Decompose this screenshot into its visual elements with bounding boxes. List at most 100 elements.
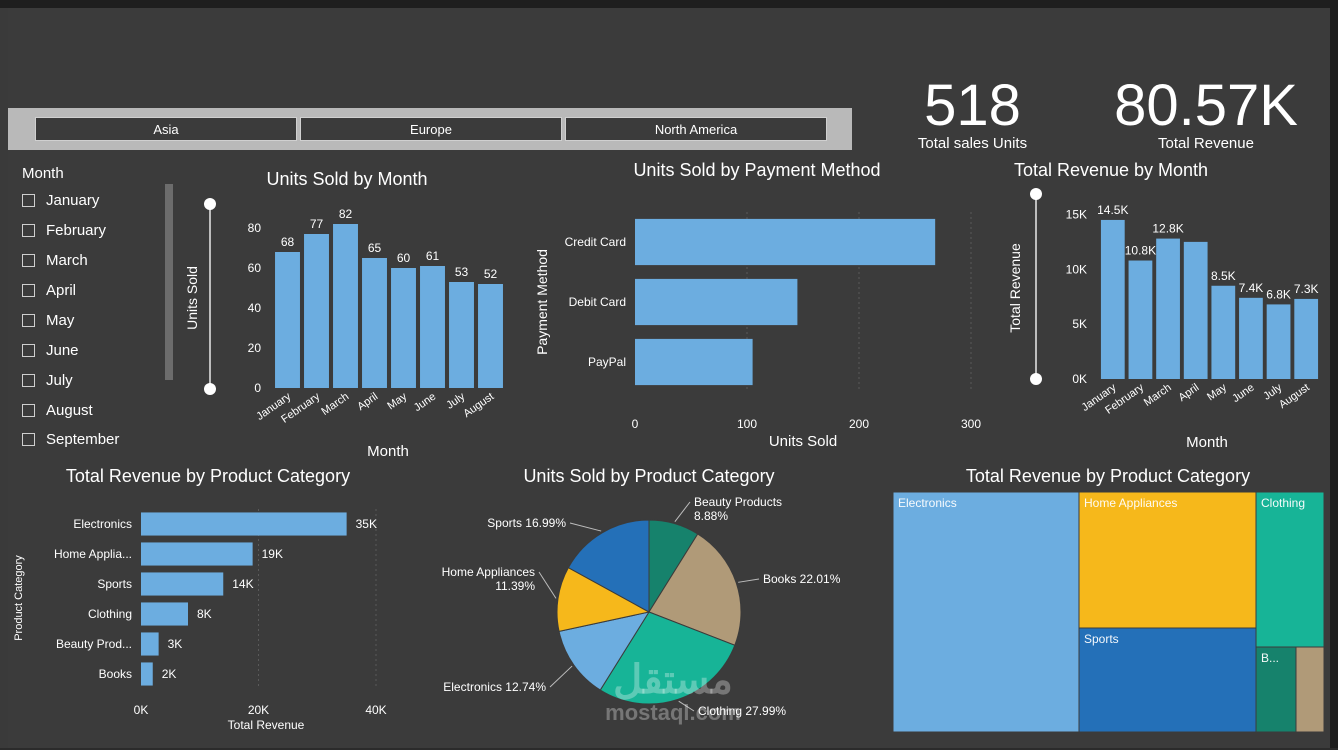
y-tick-label: 5K <box>1072 317 1087 331</box>
month-option-june[interactable]: June <box>22 339 79 361</box>
y-tick-label: Beauty Prod... <box>56 637 132 651</box>
month-option-september[interactable]: September <box>22 428 119 450</box>
leader-line <box>738 578 760 583</box>
units-by-payment-visual: Units Sold by Payment Method 0 100 200 300 Cr… <box>525 152 995 457</box>
treemap-tile <box>1078 491 1257 629</box>
data-label: 61 <box>426 249 440 263</box>
region-option-europe[interactable]: Europe <box>300 117 562 141</box>
bar <box>1211 285 1236 379</box>
data-label: 6.8K <box>1266 287 1291 301</box>
pie-slice <box>599 611 736 705</box>
bar <box>141 512 347 536</box>
bar <box>304 234 329 388</box>
slice-label: Clothing 27.99% <box>698 704 786 718</box>
kpi-units-label: Total sales Units <box>917 135 1028 152</box>
slice-percent: 11.39% <box>495 579 535 593</box>
range-slider-handle[interactable] <box>204 198 216 210</box>
tile-label: B... <box>1261 651 1279 665</box>
month-option-label: March <box>46 251 88 269</box>
y-tick-label: Credit Card <box>565 235 626 249</box>
bar <box>362 258 387 388</box>
month-option-july[interactable]: July <box>22 369 73 391</box>
x-tick-label: 200 <box>849 417 869 431</box>
month-slicer: Month January February March April May J… <box>0 160 170 455</box>
month-option-january[interactable]: January <box>22 189 99 211</box>
bar <box>449 282 474 388</box>
data-label: 35K <box>356 517 377 531</box>
y-axis-title: Payment Method <box>534 249 550 355</box>
pie-slice <box>648 533 742 646</box>
range-slider-handle[interactable] <box>1030 373 1042 385</box>
x-tick-label: 20K <box>248 703 269 717</box>
x-tick-label: 300 <box>961 417 981 431</box>
bar <box>1128 260 1153 379</box>
month-slicer-title: Month <box>22 165 64 182</box>
data-label: 7.3K <box>1294 282 1319 296</box>
data-label: 14.5K <box>1097 203 1128 217</box>
month-option-label: July <box>46 371 73 389</box>
range-slider-handle[interactable] <box>204 383 216 395</box>
checkbox-icon <box>22 193 35 207</box>
month-slicer-scrollbar[interactable] <box>165 184 173 380</box>
data-label: 12.8K <box>1152 222 1183 236</box>
month-option-may[interactable]: May <box>22 309 74 331</box>
bar <box>1294 298 1319 379</box>
watermark-latin: mostaql.com <box>605 700 741 725</box>
y-axis-title: Product Category <box>13 555 25 641</box>
slice-label: Electronics 12.74% <box>443 680 546 694</box>
checkbox-icon <box>22 253 35 267</box>
bar <box>635 218 936 266</box>
y-tick-label: 40 <box>248 301 262 315</box>
region-option-asia[interactable]: Asia <box>35 117 297 141</box>
y-axis-title: Units Sold <box>184 266 200 330</box>
kpi-units-card: 518 Total sales Units <box>895 72 1050 152</box>
kpi-revenue-label: Total Revenue <box>1158 135 1254 152</box>
data-label: 65 <box>368 241 382 255</box>
y-tick-label: PayPal <box>588 355 626 369</box>
y-tick-label: Sports <box>97 577 132 591</box>
x-tick-label: 40K <box>365 703 386 717</box>
x-tick-label: 0K <box>134 703 149 717</box>
chart-title: Total Revenue by Product Category <box>966 466 1250 486</box>
units-by-category-pie-chart: Units Sold by Product Category Beauty Pro… <box>442 466 841 718</box>
month-option-august[interactable]: August <box>22 399 93 421</box>
revenue-by-month-visual: Total Revenue by Month 0K 5K 10K 15K 14.5K Jan… <box>995 152 1325 457</box>
y-tick-label: Debit Card <box>569 295 626 309</box>
month-option-april[interactable]: April <box>22 279 76 301</box>
bar <box>635 338 753 386</box>
tile-label: Electronics <box>898 496 957 510</box>
chart-title: Total Revenue by Month <box>1014 160 1208 180</box>
left-edge <box>0 8 8 748</box>
bar <box>478 284 503 388</box>
kpi-revenue-card: 80.57K Total Revenue <box>1095 72 1317 152</box>
x-axis-title: Month <box>1186 434 1228 451</box>
bar <box>1156 238 1180 379</box>
data-label: 68 <box>281 235 295 249</box>
data-label: 8K <box>197 607 212 621</box>
bar <box>391 268 416 388</box>
slice-percent: 8.88% <box>694 509 728 523</box>
x-tick-label: March <box>319 391 351 418</box>
units-by-category-pie-visual: Units Sold by Product Category Beauty Pro… <box>430 460 880 745</box>
kpi-revenue-value: 80.57K <box>1114 73 1298 138</box>
bar <box>141 662 153 686</box>
slice-label: Sports 16.99% <box>487 516 566 530</box>
checkbox-icon <box>22 432 35 446</box>
bar <box>1239 297 1263 379</box>
tile-label: Sports <box>1084 632 1119 646</box>
chart-title: Units Sold by Month <box>266 169 427 189</box>
y-tick-label: Electronics <box>73 517 132 531</box>
data-label: 19K <box>262 547 283 561</box>
leader-line <box>678 700 695 712</box>
bar <box>275 252 300 388</box>
x-tick-label: 100 <box>737 417 757 431</box>
units-by-month-chart: Units Sold by Month02040608068January77F… <box>184 169 503 460</box>
kpi-units-value: 518 <box>924 73 1021 138</box>
y-axis-title: Total Revenue <box>1007 243 1023 333</box>
range-slider-handle[interactable] <box>1030 188 1042 200</box>
month-option-march[interactable]: March <box>22 249 88 271</box>
y-tick-label: 10K <box>1066 262 1087 276</box>
units-by-payment-chart: Units Sold by Payment Method 0 100 200 300 Cr… <box>534 160 981 450</box>
region-option-north-america[interactable]: North America <box>565 117 827 141</box>
month-option-february[interactable]: February <box>22 219 106 241</box>
